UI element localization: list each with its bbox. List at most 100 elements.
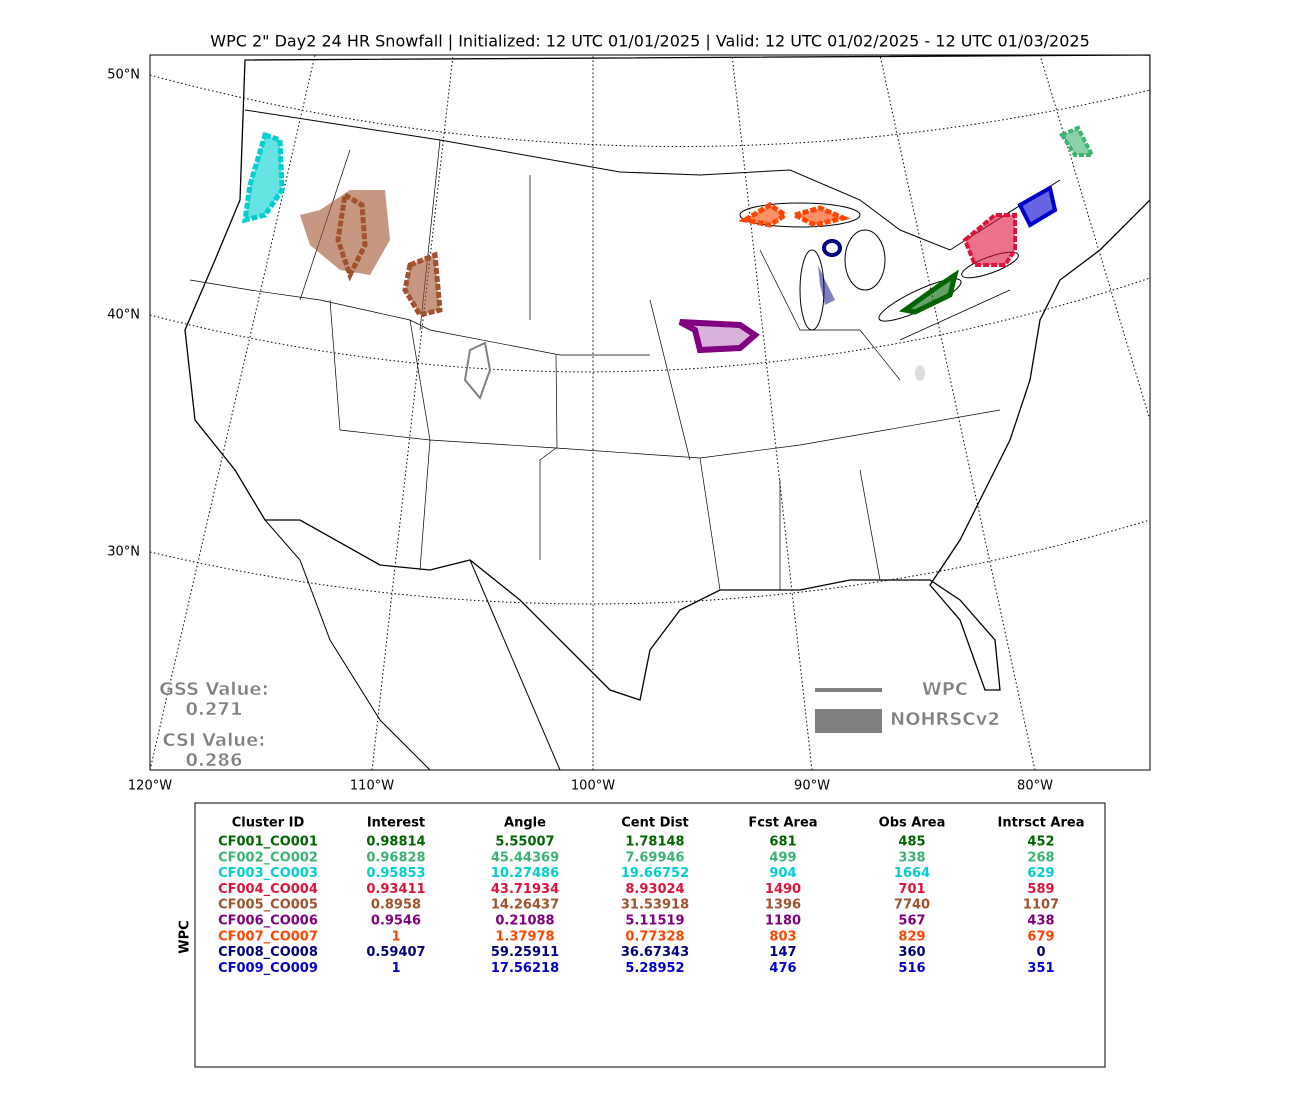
map-frame <box>149 54 1151 771</box>
table-cell: 452 <box>1027 835 1054 850</box>
table-cell: 701 <box>898 882 925 897</box>
cluster <box>402 251 443 318</box>
column-header: Cluster ID <box>232 816 305 831</box>
lake <box>799 249 825 331</box>
table-cell: 14.26437 <box>491 898 559 913</box>
score-label: GSS Value: <box>159 679 269 700</box>
table-cell: CF003_CO003 <box>218 866 318 881</box>
table-cell: 0.21088 <box>495 914 554 929</box>
side-label: WPC <box>178 920 193 953</box>
table-cell: 485 <box>898 835 925 850</box>
lon-label: 80°W <box>1017 779 1053 794</box>
lake <box>844 229 886 291</box>
table-cell: 679 <box>1027 929 1054 944</box>
table-cell: CF009_CO009 <box>218 961 318 976</box>
lon-label: 90°W <box>794 779 830 794</box>
table-cell: 803 <box>769 929 796 944</box>
table-cell: 19.66752 <box>621 866 689 881</box>
table-cell: 904 <box>769 866 796 881</box>
cluster <box>300 190 390 275</box>
table-cell: 629 <box>1027 866 1054 881</box>
column-header: Angle <box>504 816 546 831</box>
table-cell: 476 <box>769 961 796 976</box>
table-cell: CF001_CO001 <box>218 835 318 850</box>
table-cell: 1396 <box>765 898 801 913</box>
legend-label: WPC <box>922 679 968 700</box>
lon-label: 110°W <box>350 779 394 794</box>
table-cell: CF006_CO006 <box>218 914 318 929</box>
title: WPC 2" Day2 24 HR Snowfall | Initialized… <box>210 32 1090 51</box>
table-cell: 499 <box>769 850 796 865</box>
map: 50°N 40°N 30°N 120°W 110°W 100°W 90°W 80… <box>107 54 1151 794</box>
graticule <box>150 55 1150 770</box>
table-cell: 1.78148 <box>625 835 684 850</box>
cluster <box>915 365 925 381</box>
table-cell: 7740 <box>894 898 930 913</box>
table-cell: 268 <box>1027 850 1054 865</box>
table-cell: 1664 <box>894 866 930 881</box>
table-cell: 829 <box>898 929 925 944</box>
cluster <box>818 265 835 305</box>
cluster <box>1059 125 1096 157</box>
cluster <box>241 131 285 224</box>
table-cell: CF004_CO004 <box>218 882 318 897</box>
table-cell: 438 <box>1027 914 1054 929</box>
table-cell: 0 <box>1036 945 1045 960</box>
table-cell: 0.95853 <box>366 866 425 881</box>
column-header: Cent Dist <box>621 816 689 831</box>
table-cell: CF005_CO005 <box>218 898 318 913</box>
table-cell: 147 <box>769 945 796 960</box>
column-header: Obs Area <box>879 816 946 831</box>
table-cell: 5.55007 <box>495 835 554 850</box>
table-frame <box>194 802 1106 1068</box>
land-outline <box>184 55 1150 701</box>
cluster <box>962 213 1017 267</box>
table-cell: CF007_CO007 <box>218 929 318 944</box>
table-cell: 45.44369 <box>491 850 559 865</box>
table-cell: 1.37978 <box>495 929 554 944</box>
table-cell: 0.8958 <box>371 898 421 913</box>
table-cell: CF008_CO008 <box>218 945 318 960</box>
score-label: CSI Value: <box>163 730 266 751</box>
table-cell: 59.25911 <box>491 945 559 960</box>
cluster <box>335 190 368 282</box>
table-cell: 8.93024 <box>625 882 684 897</box>
table-cell: 1107 <box>1023 898 1059 913</box>
parallel <box>150 277 1150 373</box>
lat-label: 40°N <box>107 308 140 323</box>
table-cell: 1490 <box>765 882 801 897</box>
cluster <box>898 269 959 315</box>
table-cell: 338 <box>898 850 925 865</box>
lon-label: 120°W <box>128 779 172 794</box>
column-header: Intrsct Area <box>998 816 1085 831</box>
table-cell: 0.77328 <box>625 929 684 944</box>
basemap <box>150 55 1150 770</box>
table-cell: 351 <box>1027 961 1054 976</box>
table-cell: 0.59407 <box>366 945 425 960</box>
cluster <box>678 319 760 354</box>
table-cell: 31.53918 <box>621 898 689 913</box>
table-cell: 567 <box>898 914 925 929</box>
cluster <box>463 341 492 400</box>
lat-label: 30°N <box>107 545 140 560</box>
table-cell: 5.28952 <box>625 961 684 976</box>
table-cell: 0.98814 <box>366 835 425 850</box>
table-cell: 43.71934 <box>491 882 559 897</box>
legend-patch <box>815 709 882 733</box>
legend-label: NOHRSCv2 <box>890 709 1000 730</box>
cluster <box>822 239 842 257</box>
table-cell: 7.69946 <box>625 850 684 865</box>
table-cell: 36.67343 <box>621 945 689 960</box>
table-cell: 1 <box>391 961 400 976</box>
table-cell: 0.96828 <box>366 850 425 865</box>
table-cell: 1180 <box>765 914 801 929</box>
table-cell: 589 <box>1027 882 1054 897</box>
cluster <box>1017 184 1058 228</box>
table-cell: 17.56218 <box>491 961 559 976</box>
table-cell: 360 <box>898 945 925 960</box>
border <box>244 109 1061 770</box>
column-header: Fcst Area <box>748 816 817 831</box>
score-value: 0.286 <box>186 750 243 771</box>
